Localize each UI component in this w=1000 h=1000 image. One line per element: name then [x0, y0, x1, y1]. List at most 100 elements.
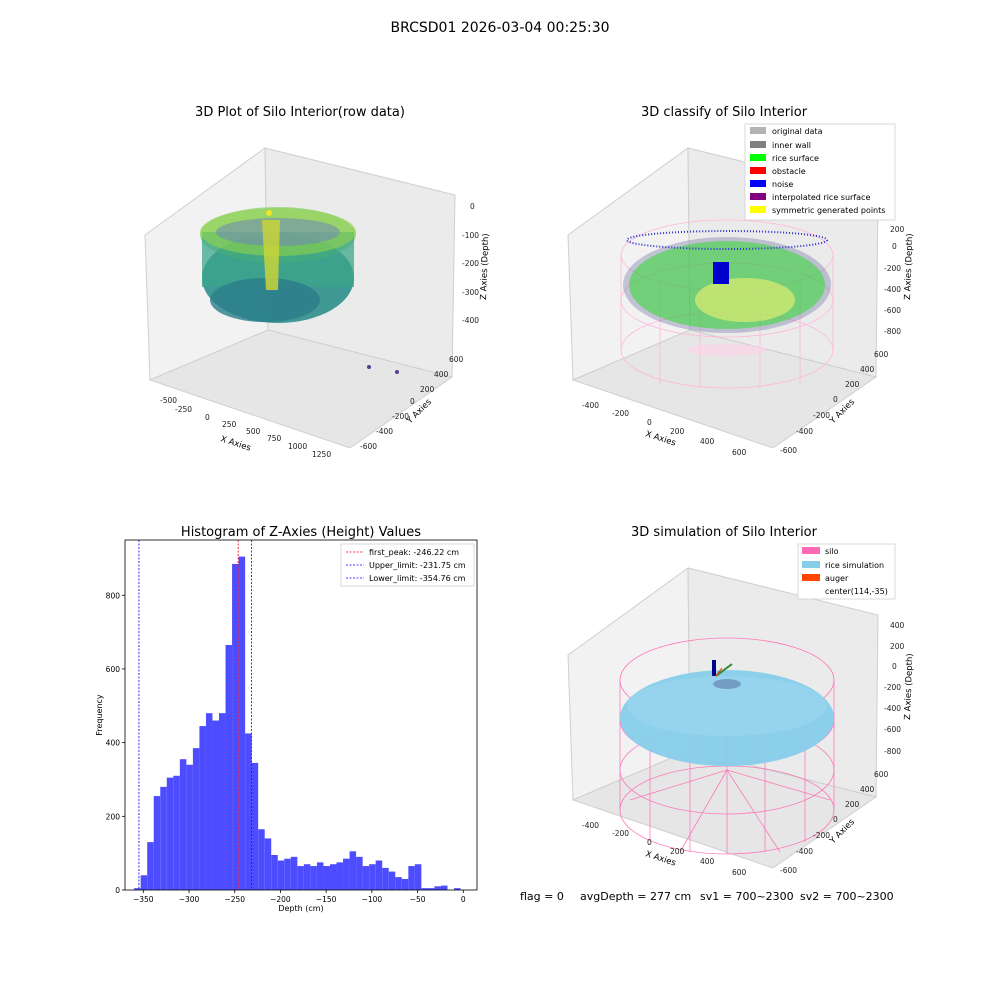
raw-point-cloud: [200, 207, 399, 374]
histogram-bar: [329, 864, 337, 890]
classify-ytick: -200: [813, 411, 830, 420]
histogram-x-ticks: −350 −300 −250 −200 −150 −100 −50 0: [133, 890, 466, 904]
classify-panel-title: 3D classify of Silo Interior: [641, 105, 808, 120]
simulation-xtick: -200: [612, 829, 629, 838]
classify-ztick: -600: [884, 306, 901, 315]
classify-legend-label: inner wall: [772, 141, 811, 150]
histogram-bar: [310, 866, 317, 890]
sv1-status: sv1 = 700~2300: [700, 890, 794, 903]
histogram-bar: [225, 645, 233, 890]
raw-ztick: -400: [462, 316, 479, 325]
simulation-ytick: 0: [833, 815, 838, 824]
simulation-tick-labels: -400 -200 0 200 400 600 600 400 200 0 -2…: [582, 621, 905, 877]
classify-ytick: -400: [796, 427, 813, 436]
simulation-ztick: -800: [884, 747, 901, 756]
histogram-x-tick-label: −350: [133, 895, 154, 904]
raw-panel-title: 3D Plot of Silo Interior(row data): [195, 105, 405, 120]
classify-ytick: 200: [845, 380, 860, 389]
raw-ztick: -300: [462, 288, 479, 297]
raw-ytick: -400: [376, 427, 393, 436]
histogram-bar: [421, 888, 428, 890]
simulation-legend-label: center(114,-35): [825, 587, 888, 596]
histogram-bar: [277, 860, 285, 890]
classify-legend-label: noise: [772, 180, 793, 189]
histogram-bar: [316, 862, 324, 890]
classify-xtick: 200: [670, 427, 685, 436]
simulation-ztick: 200: [890, 642, 905, 651]
histogram-legend-label: Upper_limit: -231.75 cm: [369, 561, 466, 570]
simulation-ztick: -600: [884, 725, 901, 734]
raw-xtick: 1250: [312, 450, 331, 459]
classify-legend-swatch: [750, 180, 766, 187]
histogram-bar: [375, 860, 383, 890]
histogram-bar: [303, 864, 311, 890]
classify-xtick: 600: [732, 448, 747, 457]
raw-ytick: 0: [410, 397, 415, 406]
histogram-bar: [414, 864, 422, 890]
simulation-xtick: 0: [647, 838, 652, 847]
simulation-rice-surface: [620, 670, 834, 766]
classify-ytick: 400: [860, 365, 875, 374]
classify-legend-label: original data: [772, 127, 823, 136]
histogram-bar: [343, 858, 350, 890]
histogram-bar: [323, 866, 330, 890]
histogram-bar: [192, 748, 200, 890]
histogram-bar: [440, 885, 448, 890]
raw-xtick: 750: [267, 434, 282, 443]
simulation-legend: silo rice simulation auger center(114,-3…: [797, 543, 896, 600]
histogram-x-tick-label: −300: [179, 895, 200, 904]
histogram-x-tick-label: −100: [362, 895, 383, 904]
classify-legend-swatch: [750, 141, 766, 148]
classify-ytick: -600: [780, 446, 797, 455]
histogram-bar: [147, 842, 154, 890]
raw-ztick: -200: [462, 259, 479, 268]
simulation-legend-label: rice simulation: [825, 561, 884, 570]
histogram-x-tick-label: −200: [270, 895, 291, 904]
histogram-bar: [245, 733, 252, 890]
simulation-z-axis-label: Z Axies (Depth): [903, 653, 915, 720]
classify-xtick: -200: [612, 409, 629, 418]
raw-xtick: 500: [246, 427, 261, 436]
histogram-legend: first_peak: -246.22 cm Upper_limit: -231…: [340, 543, 475, 587]
raw-ytick: -200: [392, 412, 409, 421]
simulation-legend-swatch: [802, 561, 820, 568]
histogram-bar: [140, 875, 148, 890]
simulation-ytick: -600: [780, 866, 797, 875]
raw-axes-box: [144, 147, 456, 449]
raw-xtick: -250: [175, 405, 192, 414]
histogram-plot-frame: [124, 539, 478, 891]
histogram-bar: [232, 563, 239, 890]
simulation-ytick: 200: [845, 800, 860, 809]
raw-ytick: 200: [420, 385, 435, 394]
classify-legend-swatch: [750, 193, 766, 200]
histogram-bar: [258, 829, 265, 890]
classify-xtick: 400: [700, 437, 715, 446]
simulation-auger: [712, 660, 733, 677]
status-footer: flag = 0 avgDepth = 277 cm sv1 = 700~230…: [520, 890, 894, 903]
histogram-reference-lines: [138, 540, 252, 890]
histogram-bar: [205, 713, 213, 890]
flag-status: flag = 0: [520, 890, 564, 903]
simulation-xtick: -400: [582, 821, 599, 830]
histogram-bar: [251, 762, 259, 890]
histogram-bar: [401, 878, 409, 890]
simulation-legend-swatch: [802, 574, 820, 581]
classify-ztick: -800: [884, 327, 901, 336]
histogram-y-tick-label: 0: [115, 886, 120, 895]
classify-ztick: -400: [884, 285, 901, 294]
histogram-bar: [297, 866, 304, 890]
classify-point-cloud: [623, 230, 831, 356]
simulation-ztick: -400: [884, 704, 901, 713]
histogram-bar: [356, 856, 363, 890]
histogram-bar: [173, 775, 180, 890]
classify-legend-swatch: [750, 206, 766, 213]
simulation-ytick: -200: [813, 831, 830, 840]
classify-legend-swatch: [750, 127, 766, 134]
histogram-bar: [382, 867, 389, 890]
histogram-bar: [271, 855, 278, 890]
simulation-ytick: 600: [874, 770, 889, 779]
simulation-panel-title: 3D simulation of Silo Interior: [631, 525, 818, 540]
histogram-y-tick-label: 800: [106, 591, 121, 600]
simulation-ytick: 400: [860, 785, 875, 794]
histogram-bar: [186, 764, 193, 890]
